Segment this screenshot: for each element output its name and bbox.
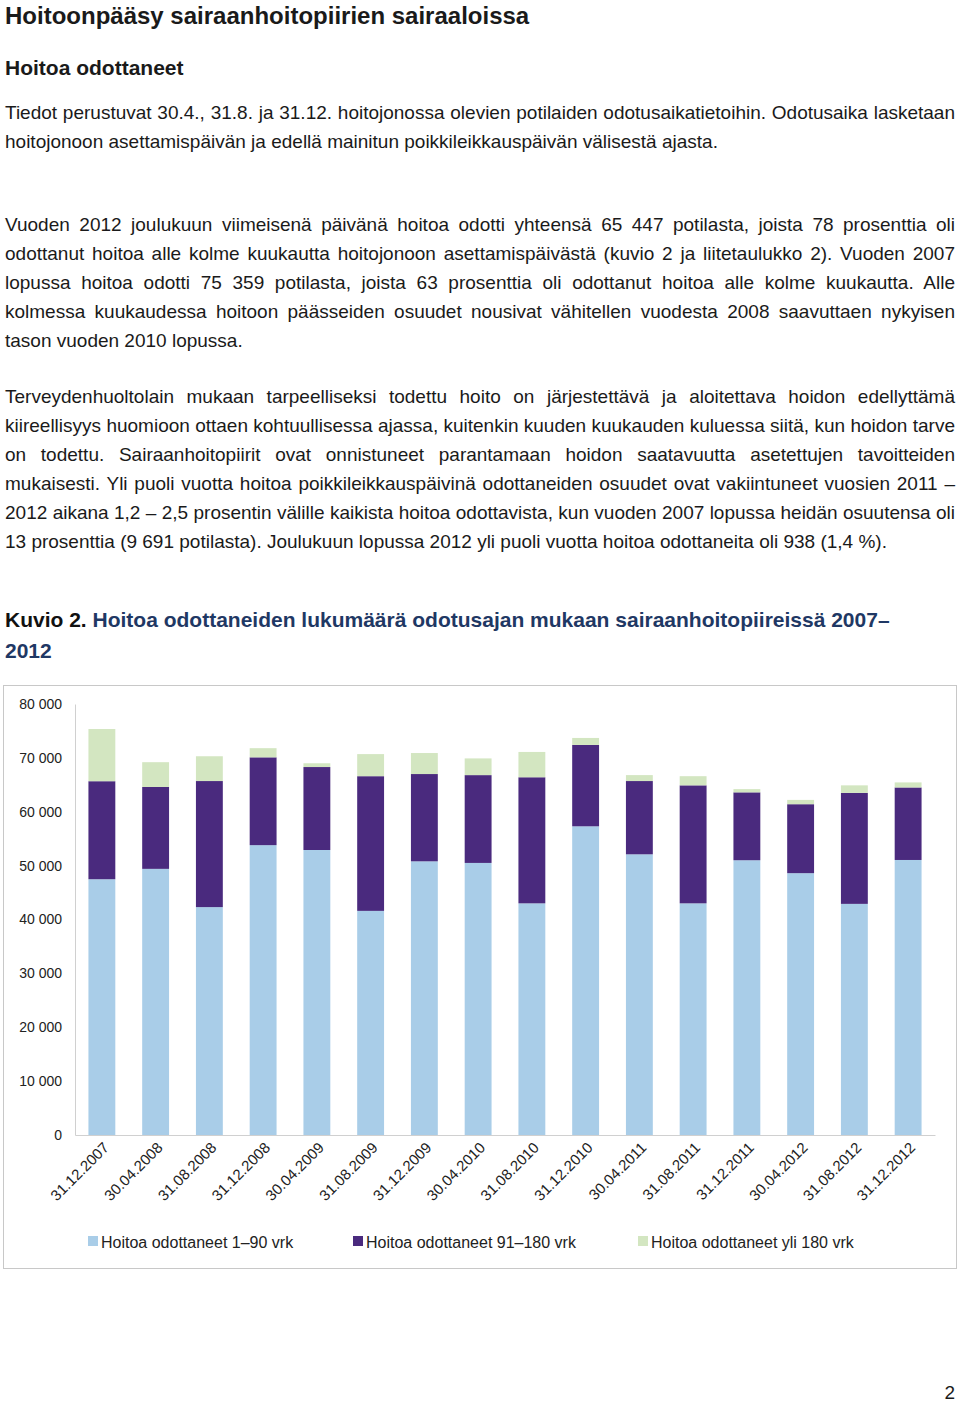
chart-frame (4, 686, 957, 1269)
bar-segment (357, 776, 384, 911)
bar-segment (680, 903, 707, 1135)
y-tick-label: 10 000 (19, 1073, 62, 1089)
bar-segment (357, 754, 384, 776)
y-tick-label: 40 000 (19, 911, 62, 927)
x-tick: 31.12.2010 (531, 1135, 596, 1204)
y-tick: 30 000 (19, 965, 75, 981)
bars (88, 729, 921, 1135)
bar-segment (88, 879, 115, 1135)
bar-segment (303, 763, 330, 767)
y-axis-line (75, 705, 76, 1136)
bar-segment (411, 753, 438, 774)
bar-segment (411, 861, 438, 1135)
bar-segment (196, 907, 223, 1135)
y-tick: 80 000 (19, 696, 75, 712)
legend-swatch (88, 1236, 98, 1246)
paragraph: Vuoden 2012 joulukuun viimeisenä päivänä… (5, 210, 955, 355)
y-tick-label: 50 000 (19, 858, 62, 874)
bar-segment (250, 757, 277, 845)
paragraph: Terveydenhuoltolain mukaan tarpeelliseks… (5, 382, 955, 556)
bar-segment (465, 863, 492, 1135)
y-tick: 10 000 (19, 1073, 75, 1089)
y-tick-label: 60 000 (19, 804, 62, 820)
bar-segment (196, 756, 223, 781)
y-tick-label: 30 000 (19, 965, 62, 981)
bar-segment (626, 854, 653, 1135)
bar-segment (518, 777, 545, 903)
bar-segment (841, 785, 868, 793)
figure-label: Kuvio 2. (5, 608, 87, 631)
y-tick: 60 000 (19, 804, 75, 820)
y-tick: 70 000 (19, 750, 75, 766)
legend-label: Hoitoa odottaneet 1–90 vrk (101, 1234, 294, 1251)
bar-segment (250, 845, 277, 1135)
bar-segment (142, 869, 169, 1135)
page-title: Hoitoonpääsy sairaanhoitopiirien sairaal… (5, 2, 529, 30)
legend: Hoitoa odottaneet 1–90 vrk Hoitoa odottan… (88, 1234, 855, 1251)
bar-segment (733, 789, 760, 792)
x-tick-label: 31.12.2012 (853, 1139, 918, 1204)
bar-segment (787, 804, 814, 873)
bar-segment (303, 767, 330, 850)
bar-segment (895, 782, 922, 787)
legend-swatch (353, 1236, 363, 1246)
x-axis: 31.12.200730.04.200831.08.200831.12.2008… (47, 1135, 936, 1204)
y-tick: 40 000 (19, 911, 75, 927)
x-tick-label: 31.08.2011 (639, 1139, 703, 1203)
bar-segment (465, 775, 492, 863)
y-tick-label: 20 000 (19, 1019, 62, 1035)
bar-segment (142, 787, 169, 869)
bar-segment (841, 793, 868, 904)
x-tick: 31.12.2012 (853, 1135, 918, 1204)
y-tick: 20 000 (19, 1019, 75, 1035)
bar-segment (572, 826, 599, 1135)
y-tick: 50 000 (19, 858, 75, 874)
series-bars (88, 729, 921, 804)
bar-segment (572, 745, 599, 826)
bar-segment (88, 781, 115, 879)
x-axis-line (76, 1135, 936, 1136)
bar-segment (196, 781, 223, 907)
y-tick-label: 70 000 (19, 750, 62, 766)
legend-swatch (638, 1236, 648, 1246)
page-number: 2 (930, 1382, 955, 1404)
bar-segment (357, 911, 384, 1135)
y-axis: 0 10 000 20 000 30 000 40 000 50 000 60 000 70 … (19, 696, 75, 1143)
y-tick-label: 0 (54, 1127, 62, 1143)
bar-segment (411, 774, 438, 861)
paragraph: Tiedot perustuvat 30.4., 31.8. ja 31.12.… (5, 98, 955, 156)
bar-segment (88, 729, 115, 781)
bar-segment (572, 738, 599, 745)
bar-segment (841, 904, 868, 1135)
chart-title: Hoitoa odottaneiden lukumäärä odotusajan… (5, 608, 890, 662)
bar-segment (787, 800, 814, 804)
page-subtitle: Hoitoa odottaneet (5, 56, 184, 80)
bar-segment (303, 850, 330, 1135)
chart: 0 10 000 20 000 30 000 40 000 50 000 60 000 70 … (0, 0, 960, 1410)
series-bars (88, 745, 921, 911)
bar-segment (895, 787, 922, 860)
bar-segment (626, 775, 653, 781)
bar-segment (626, 781, 653, 854)
bar-segment (465, 758, 492, 775)
bar-segment (142, 762, 169, 787)
figure-caption: Kuvio 2. Hoitoa odottaneiden lukumäärä o… (5, 604, 930, 666)
bar-segment (787, 873, 814, 1135)
bar-segment (680, 785, 707, 903)
bar-segment (680, 776, 707, 785)
legend-label: Hoitoa odottaneet yli 180 vrk (651, 1234, 855, 1251)
bar-segment (733, 860, 760, 1135)
bar-segment (518, 903, 545, 1135)
bar-segment (518, 752, 545, 777)
x-tick-label: 30.04.2011 (585, 1139, 649, 1203)
x-tick-label: 31.12.2010 (531, 1139, 596, 1204)
bar-segment (895, 860, 922, 1135)
y-tick-label: 80 000 (19, 696, 62, 712)
bar-segment (250, 748, 277, 757)
bar-segment (733, 792, 760, 860)
y-tick: 0 (54, 1127, 75, 1143)
legend-label: Hoitoa odottaneet 91–180 vrk (366, 1234, 577, 1251)
